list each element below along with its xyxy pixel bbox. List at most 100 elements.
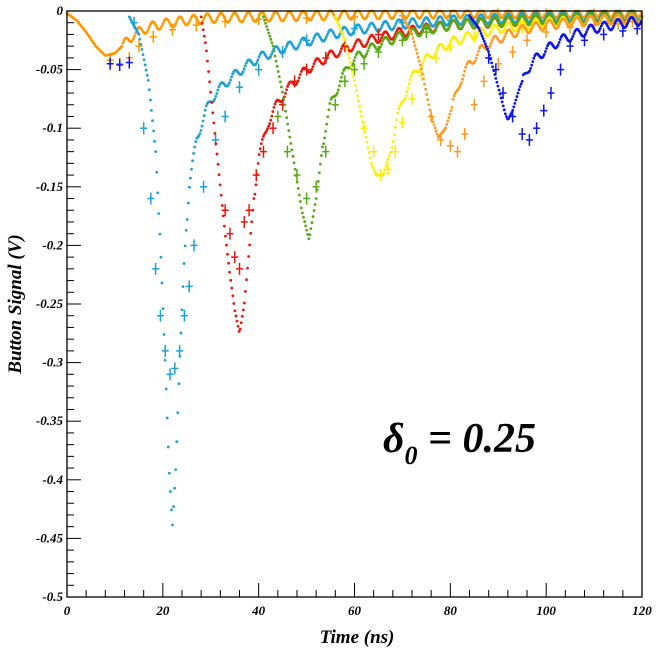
curve-point bbox=[598, 27, 602, 30]
curve-point bbox=[288, 135, 292, 139]
curve-point bbox=[273, 54, 277, 58]
curve-point bbox=[272, 49, 276, 53]
curve-point bbox=[165, 416, 169, 420]
curve-point bbox=[421, 61, 425, 65]
curve-point bbox=[415, 52, 419, 55]
curve-point bbox=[270, 52, 274, 56]
curve-point bbox=[265, 25, 269, 28]
curve-point bbox=[503, 112, 507, 116]
curve-point bbox=[144, 68, 148, 72]
curve-point bbox=[292, 161, 296, 165]
curve-point bbox=[192, 151, 195, 155]
curve-point bbox=[451, 97, 455, 101]
curve-point bbox=[426, 98, 430, 102]
curve-point bbox=[175, 440, 179, 444]
curve-point bbox=[482, 19, 486, 23]
curve-point bbox=[338, 14, 342, 18]
curve-point bbox=[155, 170, 159, 174]
curve-point bbox=[275, 64, 279, 68]
curve-point bbox=[369, 161, 373, 165]
y-axis-title: Button Signal (V) bbox=[5, 234, 26, 374]
curve-point bbox=[351, 31, 355, 35]
series-6 bbox=[401, 12, 644, 158]
curve-point bbox=[203, 41, 207, 45]
curve-point bbox=[302, 215, 305, 219]
curve-point bbox=[300, 206, 303, 210]
curve-point bbox=[386, 158, 390, 161]
curve-point bbox=[146, 28, 150, 31]
curve-point bbox=[211, 111, 215, 115]
curve-point bbox=[153, 139, 156, 143]
curve-point bbox=[433, 54, 436, 58]
curve-point bbox=[605, 17, 609, 20]
curve-point bbox=[241, 70, 245, 73]
curve-point bbox=[273, 102, 277, 106]
curve-point bbox=[349, 65, 353, 69]
curve-point bbox=[409, 30, 413, 34]
curve-point bbox=[289, 142, 293, 145]
curve-point bbox=[180, 308, 184, 312]
curve-point bbox=[215, 18, 219, 22]
curve-point bbox=[133, 34, 136, 38]
curve-point bbox=[435, 49, 438, 53]
curve-point bbox=[366, 146, 370, 149]
curve-point bbox=[271, 110, 275, 113]
curve-point bbox=[474, 56, 478, 60]
curve-point bbox=[392, 133, 396, 137]
curve-point bbox=[509, 18, 513, 22]
curve-point bbox=[390, 145, 394, 149]
curve-point bbox=[353, 84, 357, 87]
curve-point bbox=[530, 63, 534, 67]
curve-point bbox=[476, 49, 480, 53]
curve-point bbox=[267, 31, 271, 35]
curve-point bbox=[365, 52, 369, 56]
curve-point bbox=[483, 12, 486, 15]
curve-point bbox=[407, 13, 410, 17]
curve-point bbox=[413, 19, 417, 23]
curve-point bbox=[257, 153, 261, 156]
curve-point bbox=[283, 103, 286, 107]
curve-point bbox=[358, 104, 361, 108]
curve-point bbox=[458, 83, 462, 87]
curve-point bbox=[204, 104, 208, 108]
curve-point bbox=[242, 17, 246, 21]
curve-point bbox=[250, 220, 254, 224]
curve-point bbox=[191, 159, 194, 163]
curve-point bbox=[201, 28, 205, 32]
curve-point bbox=[244, 289, 247, 293]
curve-point bbox=[208, 15, 212, 19]
curve-point bbox=[489, 28, 493, 32]
y-tick-label: 0 bbox=[57, 3, 64, 18]
curve-point bbox=[382, 171, 386, 175]
curve-point bbox=[285, 88, 288, 92]
curve-point bbox=[312, 62, 316, 66]
curve-point bbox=[423, 82, 426, 86]
curve-point bbox=[468, 20, 472, 24]
curve-point bbox=[405, 22, 409, 26]
curve-point bbox=[461, 38, 465, 42]
curve-point bbox=[391, 140, 395, 143]
curve-point bbox=[345, 47, 349, 51]
curve-point bbox=[564, 20, 568, 24]
curve-point bbox=[310, 41, 314, 45]
curve-point bbox=[396, 111, 399, 115]
curve-point bbox=[517, 19, 520, 23]
curve-point bbox=[360, 115, 364, 118]
curve-point bbox=[585, 30, 588, 34]
curve-point bbox=[570, 23, 574, 27]
curve-point bbox=[214, 142, 218, 146]
curve-point bbox=[380, 36, 383, 40]
curve-point bbox=[264, 21, 267, 25]
curve-point bbox=[422, 77, 425, 81]
curve-point bbox=[304, 224, 308, 228]
curve-point bbox=[350, 70, 354, 73]
curve-point bbox=[293, 167, 297, 171]
x-tick-label: 100 bbox=[536, 603, 556, 618]
curve-point bbox=[185, 218, 189, 221]
curve-point bbox=[584, 22, 588, 26]
curve-point bbox=[406, 35, 410, 39]
curve-point bbox=[496, 84, 500, 88]
curve-point bbox=[314, 197, 318, 200]
curve-point bbox=[181, 285, 185, 289]
curve-point bbox=[219, 193, 223, 197]
